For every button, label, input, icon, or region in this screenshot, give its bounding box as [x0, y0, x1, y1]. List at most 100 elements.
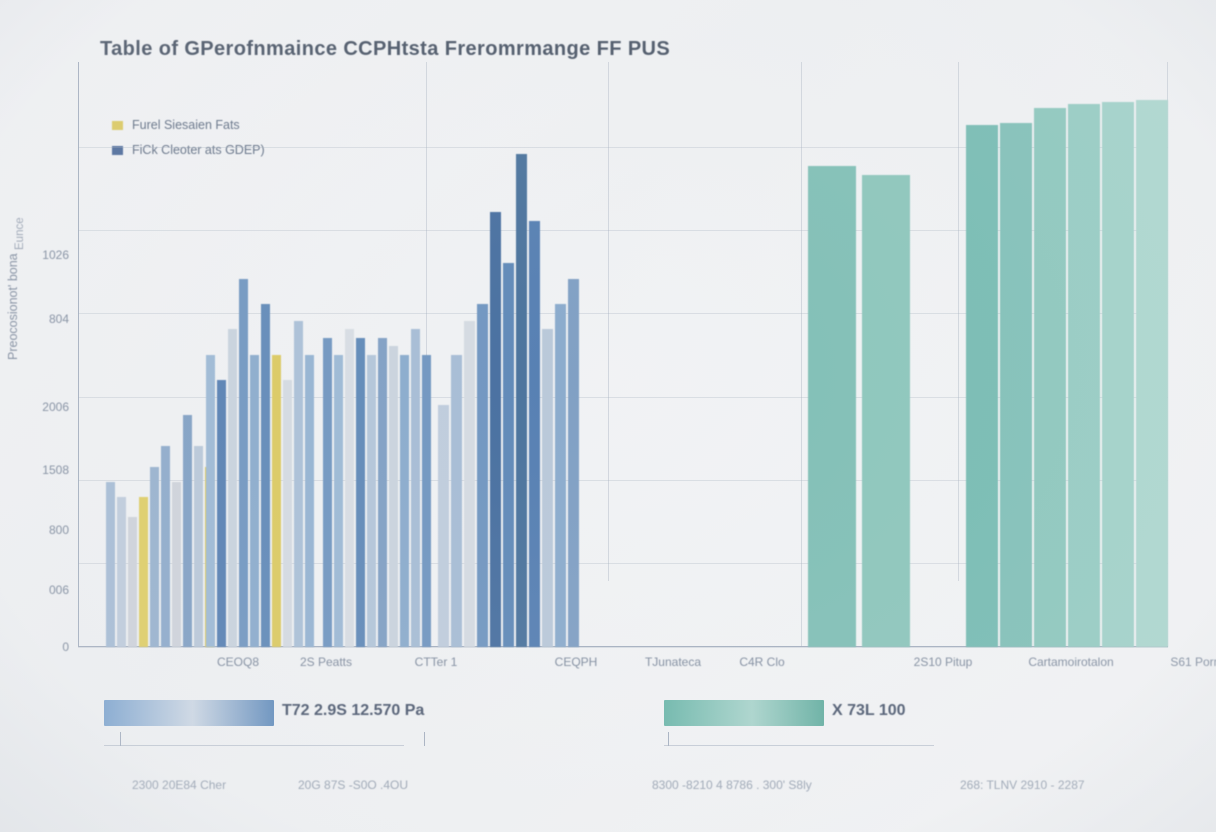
chart-footer: T72 2.9S 12.570 Pa X 73L 100 2300 20E84 …	[0, 690, 1216, 832]
x-tick-label: TJunateca	[644, 655, 702, 669]
bar	[503, 262, 514, 647]
chart-legend: Furel Siesaien Fats FiCk Cleoter ats GDE…	[112, 116, 265, 166]
bar	[516, 153, 527, 647]
legend-swatch-icon	[112, 145, 123, 155]
legend-label: FiCk Cleoter ats GDEP)	[132, 143, 265, 157]
bar	[808, 166, 856, 647]
x-axis-tick-labels: CEOQ8 2S Peatts CTTer 1 CEQPH TJunateca …	[78, 655, 1216, 677]
bar	[356, 337, 365, 647]
plot-area: 0 006 800 1508 2006 804 1026	[42, 62, 1168, 654]
bar	[345, 329, 354, 647]
x-tick-label: 2S Peatts	[299, 655, 353, 669]
bar	[128, 517, 137, 647]
legend-item[interactable]: Furel Siesaien Fats	[112, 116, 265, 134]
gridline	[78, 563, 1168, 564]
bar	[261, 304, 270, 647]
bar	[568, 279, 579, 647]
bar	[228, 329, 237, 647]
bar	[283, 379, 292, 647]
bar	[529, 220, 540, 647]
legend-label: Furel Siesaien Fats	[132, 118, 240, 132]
x-tick-label: CEOQ8	[216, 655, 260, 669]
bar	[477, 304, 488, 647]
y-tick-label: 1026	[42, 248, 69, 262]
x-tick-label: Cartamoirotalon	[1028, 655, 1114, 669]
panel-divider	[608, 62, 609, 581]
chart-title: Table of GPerofnmaince CCPHtsta Freromrm…	[100, 38, 671, 60]
bar	[1068, 103, 1100, 647]
bar	[217, 379, 226, 647]
bar	[294, 321, 303, 647]
bar-series-container	[78, 62, 1168, 647]
gridline	[78, 480, 1168, 481]
y-tick-label: 2006	[42, 400, 69, 414]
bar	[1102, 101, 1134, 647]
bar	[862, 174, 910, 647]
y-tick-label: 804	[48, 312, 69, 326]
footer-tick	[120, 732, 121, 746]
bar	[555, 304, 566, 647]
x-axis	[78, 646, 1168, 647]
bar	[194, 446, 203, 647]
bar	[250, 354, 259, 647]
gridline	[78, 147, 1168, 148]
footer-tick	[668, 732, 669, 746]
y-axis-label-secondary: Eunce	[14, 217, 26, 250]
bar	[451, 354, 462, 647]
legend-item[interactable]: FiCk Cleoter ats GDEP)	[112, 141, 265, 159]
x-tick-label: CTTer 1	[414, 655, 458, 669]
bar	[490, 212, 501, 647]
footer-ruler	[104, 745, 404, 746]
gridline	[78, 313, 1168, 314]
x-tick-label: C4R Clo	[739, 655, 785, 669]
x-tick-label: 2S10 Pitup	[913, 655, 973, 669]
footer-ruler	[664, 745, 934, 746]
bar	[464, 321, 475, 647]
x-tick-label: S61 Pormtes	[1170, 655, 1216, 669]
colorbar-blue[interactable]	[104, 700, 274, 726]
bar	[117, 496, 126, 647]
bar	[400, 354, 409, 647]
x-tick-label: CEQPH	[554, 655, 598, 669]
bar	[305, 354, 314, 647]
bar	[1136, 99, 1168, 647]
bar	[378, 337, 387, 647]
bar	[172, 481, 181, 647]
panel-divider	[801, 62, 802, 647]
footer-tick	[424, 732, 425, 746]
bar	[422, 354, 431, 647]
bar	[1034, 107, 1066, 647]
footnote: 8300 -8210 4 8786 . 300' S8ly	[652, 778, 812, 792]
bar	[106, 481, 115, 647]
bar	[411, 329, 420, 647]
y-axis-label: Preocosionot' bona	[6, 253, 20, 360]
gridline	[78, 397, 1168, 398]
gridline	[78, 647, 1168, 648]
y-tick-label: 1508	[42, 463, 69, 477]
bar	[1000, 122, 1032, 647]
y-tick-label: 006	[48, 583, 69, 597]
panel-divider	[958, 62, 959, 581]
bar	[323, 337, 332, 647]
footnote: 20G 87S -S0O .4OU	[298, 778, 409, 792]
footnote: 268: TLNV 2910 - 2287	[960, 778, 1085, 792]
colorbar-blue-label: T72 2.9S 12.570 Pa	[282, 702, 425, 719]
bar	[206, 354, 215, 647]
bar	[389, 346, 398, 647]
bar	[542, 329, 553, 647]
footnote: 2300 20E84 Cher	[132, 778, 227, 792]
bar	[183, 415, 192, 647]
bar	[334, 354, 343, 647]
bar	[966, 124, 998, 647]
y-tick-label: 800	[48, 523, 69, 537]
y-tick-label: 0	[62, 640, 69, 654]
colorbar-teal[interactable]	[664, 700, 824, 726]
bar	[239, 279, 248, 647]
bar	[139, 496, 148, 647]
bar	[272, 354, 281, 647]
bar	[367, 354, 376, 647]
bar	[438, 404, 449, 647]
y-axis	[78, 62, 79, 647]
bar	[161, 446, 170, 647]
